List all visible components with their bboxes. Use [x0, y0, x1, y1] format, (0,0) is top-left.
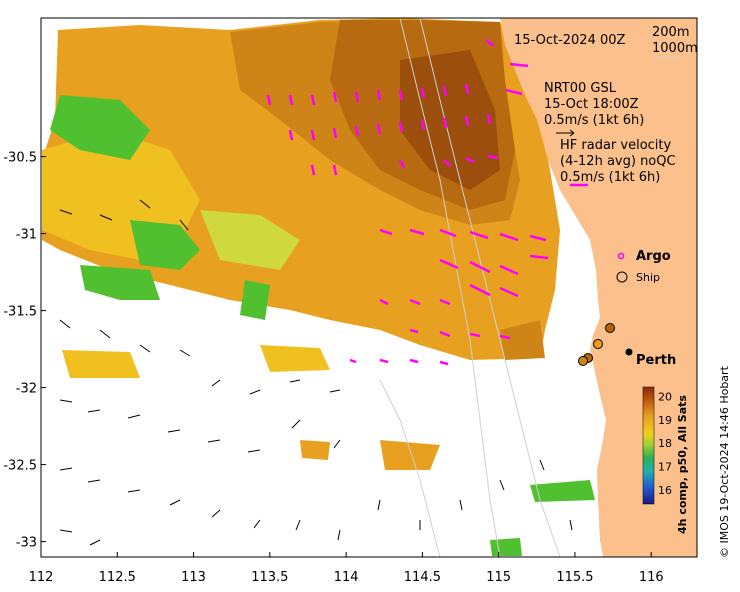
- colorbar-title: 4h comp, p50, All Sats: [676, 395, 689, 534]
- y-axis-ticks: -30.5 -31 -31.5 -32 -32.5 -33: [3, 151, 46, 551]
- nrt-date: 15-Oct 18:00Z: [544, 97, 639, 112]
- argo-legend: Argo: [617, 249, 671, 264]
- y-tick-label: -30.5: [3, 151, 37, 166]
- colorbar-gradient: [642, 386, 655, 505]
- credit-text: © IMOS 19-Oct-2024 14:46 Hobart: [718, 365, 731, 558]
- y-tick-label: -31: [16, 228, 37, 243]
- map-frame: [40, 17, 698, 558]
- model-current-vectors: [59, 199, 573, 546]
- nrt-scale: 0.5m/s (1kt 6h): [544, 113, 644, 128]
- map-plot-area: [41, 18, 697, 557]
- x-tick-label: 115: [486, 570, 511, 585]
- date-label: 15-Oct-2024 00Z: [514, 33, 626, 48]
- ship-legend: Ship: [616, 271, 660, 284]
- x-tick-label: 114: [334, 570, 359, 585]
- x-tick-label: 113.5: [251, 570, 288, 585]
- x-tick-label: 116: [639, 570, 664, 585]
- colorbar-tick-label: 17: [658, 461, 672, 474]
- y-tick-label: -32.5: [3, 459, 37, 474]
- sst-field: [42, 18, 595, 556]
- nrt-scale-arrowhead: [569, 129, 575, 137]
- perth-label: Perth: [636, 353, 676, 368]
- x-axis-ticks: 112 112.5 113 113.5 114 114.5 115 115.5 116: [29, 552, 664, 585]
- hf-radar-avg-label: (4-12h avg) noQC: [560, 154, 676, 169]
- x-tick-label: 115.5: [556, 570, 593, 585]
- argo-marker-icon: [617, 252, 625, 260]
- y-tick-label: -32: [16, 382, 37, 397]
- y-tick-label: -31.5: [3, 305, 37, 320]
- hf-radar-vectors: [266, 39, 549, 366]
- colorbar-tick-label: 20: [658, 390, 672, 403]
- argo-label: Argo: [636, 249, 671, 264]
- hf-radar-label: HF radar velocity: [560, 138, 672, 153]
- isobaths: [379, 18, 561, 557]
- hf-radar-scale: 0.5m/s (1kt 6h): [560, 170, 660, 185]
- isobath-1000-label: 1000m: [652, 41, 698, 56]
- ship-marker-icon: [616, 271, 628, 283]
- colorbar-tick-label: 19: [658, 414, 672, 427]
- perth-marker: Perth: [625, 348, 676, 368]
- colorbar-labels: 20 19 18 17 16: [658, 390, 672, 497]
- nrt-title: NRT00 GSL: [544, 81, 617, 96]
- ship-label: Ship: [636, 271, 660, 284]
- colorbar-tick-label: 16: [658, 484, 672, 497]
- ship-markers: [578, 323, 615, 366]
- y-tick-label: -33: [16, 536, 37, 551]
- x-tick-label: 113: [181, 570, 206, 585]
- sst-colorbar: 20 19 18 17 16 4h comp, p50, All Sats: [642, 386, 689, 534]
- x-tick-label: 112: [29, 570, 54, 585]
- colorbar-tick-label: 18: [658, 437, 672, 450]
- x-tick-label: 112.5: [99, 570, 136, 585]
- perth-city-icon: [625, 348, 633, 356]
- isobath-200-label: 200m: [652, 25, 689, 40]
- x-tick-label: 114.5: [404, 570, 441, 585]
